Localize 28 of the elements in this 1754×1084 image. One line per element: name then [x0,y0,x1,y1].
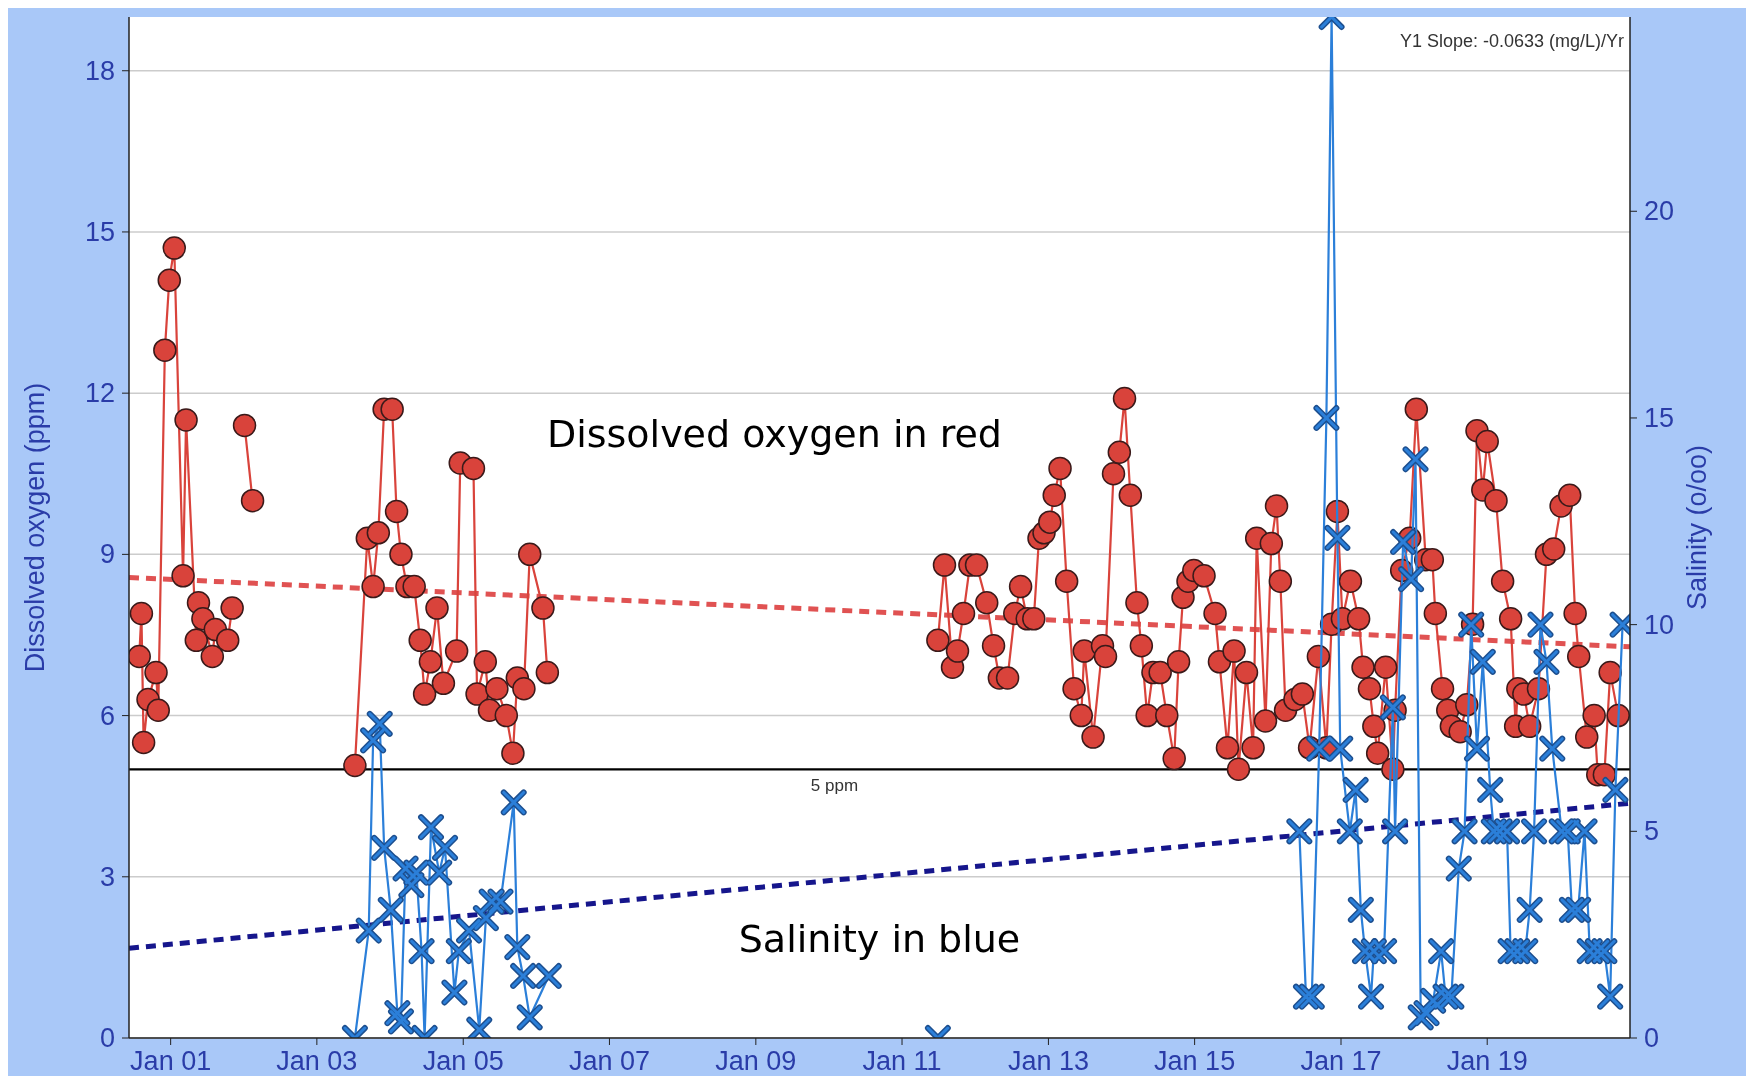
y-tick-label: 6 [99,700,115,731]
y-tick-label: 12 [84,378,115,409]
y2-tick-label: 15 [1644,402,1675,433]
y2-tick-label: 20 [1644,196,1675,227]
y-tick-label: 18 [84,55,115,86]
x-tick-label: Jan 19 [1446,1046,1528,1076]
y2-tick-label: 10 [1644,609,1675,640]
x-tick-label: Jan 01 [130,1046,212,1076]
annotation: Y1 Slope: -0.0633 (mg/L)/Yr [1399,31,1624,51]
annotation: Dissolved oxygen in red [546,412,1002,456]
x-tick-label: Jan 05 [422,1046,504,1076]
annotation: Salinity in blue [738,917,1021,961]
x-tick-label: Jan 11 [862,1046,942,1076]
x-tick-label: Jan 13 [1007,1046,1089,1076]
y-tick-label: 0 [99,1023,115,1053]
x-tick-label: Jan 07 [568,1046,650,1076]
y2-tick-label: 0 [1644,1023,1660,1053]
y2-axis-title: Salinity (o/oo) [1682,444,1712,611]
y-tick-label: 9 [99,539,115,570]
y-tick-label: 3 [99,861,115,892]
x-tick-label: Jan 15 [1154,1046,1236,1076]
x-tick-label: Jan 03 [276,1046,358,1076]
y2-tick-label: 5 [1644,816,1660,847]
y-tick-label: 15 [84,216,115,247]
ref-line-label: 5 ppm [810,776,859,796]
x-tick-label: Jan 09 [715,1046,797,1076]
x-tick-label: Jan 17 [1300,1046,1382,1076]
y-axis-title: Dissolved oxygen (ppm) [20,382,50,673]
